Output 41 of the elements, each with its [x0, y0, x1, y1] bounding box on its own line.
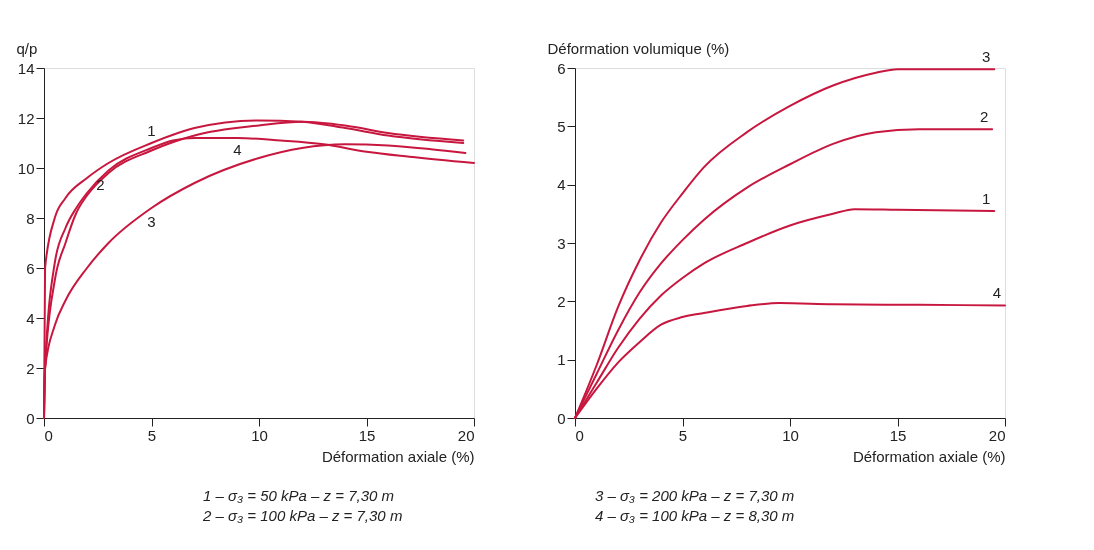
y-tick-label: 8 — [26, 209, 35, 227]
y-tick-label: 4 — [26, 309, 35, 327]
x-tick-label: 20 — [988, 426, 1006, 444]
x-tick-label: 0 — [44, 426, 53, 444]
x-tick-label: 10 — [782, 426, 799, 444]
y-tick-label: 3 — [557, 234, 566, 252]
y-tick-label: 2 — [557, 292, 566, 310]
series-label: 2 — [96, 176, 105, 193]
x-tick-label: 10 — [251, 426, 268, 444]
series-label: 3 — [147, 213, 156, 230]
x-tick-label: 5 — [147, 426, 157, 444]
x-tick-label: 0 — [575, 426, 584, 444]
text: 2 – σ₃ = 100 kPa – z = 7,30 m — [202, 507, 403, 524]
x-tick-label: 20 — [457, 426, 475, 444]
series-label: 2 — [979, 108, 989, 126]
y-tick-label: 10 — [17, 159, 35, 177]
x-axis-title: Déformation axiale (%) — [321, 447, 475, 465]
y-tick-label: 4 — [557, 176, 566, 194]
y-tick-label: 14 — [17, 59, 35, 77]
x-tick-label: 15 — [358, 426, 376, 444]
y-tick-label: 0 — [557, 409, 566, 427]
y-tick-label: 1 — [557, 351, 566, 369]
series-label: 1 — [147, 122, 156, 139]
y-tick-label: 0 — [26, 409, 35, 427]
series-label: 1 — [982, 189, 991, 207]
text: 3 – σ₃ = 200 kPa – z = 7,30 m — [595, 487, 795, 504]
x-tick-label: 5 — [678, 426, 688, 444]
series-label: 3 — [982, 48, 991, 66]
text: 4 – σ₃ = 100 kPa – z = 8,30 m — [595, 507, 795, 524]
x-axis-title: Déformation axiale (%) — [852, 447, 1006, 465]
text: 1 – σ₃ = 50 kPa – z = 7,30 m — [203, 487, 395, 504]
y-axis-title: q/p — [16, 39, 38, 57]
y-tick-label: 5 — [557, 117, 566, 135]
x-tick-label: 15 — [889, 426, 907, 444]
series-label: 4 — [233, 141, 242, 158]
y-tick-label: 2 — [26, 359, 35, 377]
y-tick-label: 6 — [26, 259, 35, 277]
y-axis-title: Déformation volumique (%) — [547, 39, 730, 57]
y-tick-label: 6 — [557, 59, 566, 77]
series-label: 4 — [992, 284, 1002, 302]
y-tick-label: 12 — [17, 109, 35, 127]
